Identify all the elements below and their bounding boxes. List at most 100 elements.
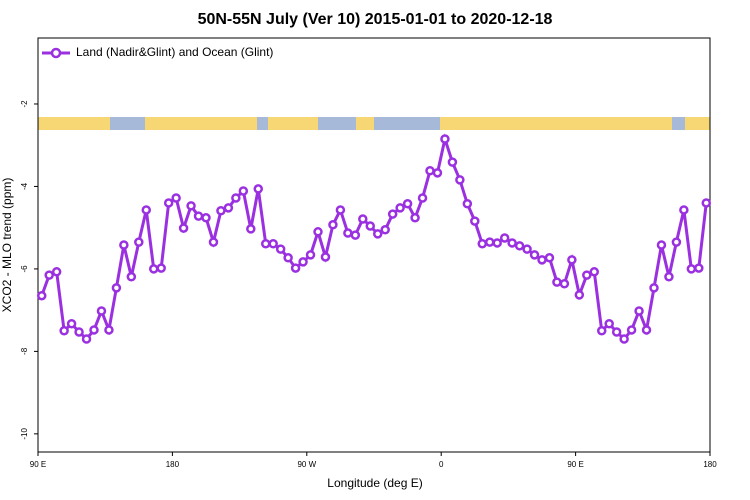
data-point bbox=[104, 325, 114, 335]
y-axis-label: XCO2 - MLO trend (ppm) bbox=[0, 178, 14, 313]
data-point bbox=[372, 229, 383, 239]
data-point bbox=[529, 250, 540, 260]
data-point bbox=[559, 279, 570, 289]
data-point bbox=[455, 175, 465, 185]
data-point bbox=[268, 239, 278, 249]
data-point bbox=[178, 223, 189, 233]
data-point bbox=[380, 224, 390, 235]
data-point bbox=[163, 198, 174, 208]
data-point bbox=[313, 227, 323, 237]
data-point bbox=[462, 199, 473, 209]
data-point bbox=[432, 168, 443, 178]
data-point bbox=[679, 205, 689, 215]
land-strip bbox=[685, 117, 710, 130]
data-point bbox=[514, 241, 525, 251]
data-point bbox=[701, 198, 712, 208]
data-point bbox=[246, 224, 256, 234]
data-point bbox=[686, 264, 697, 274]
data-point bbox=[417, 193, 428, 203]
data-point bbox=[74, 327, 84, 337]
data-point bbox=[119, 240, 129, 250]
data-point bbox=[641, 325, 652, 335]
data-point bbox=[51, 267, 62, 277]
data-point bbox=[298, 257, 308, 267]
x-tick-label: 180 bbox=[703, 460, 717, 469]
x-tick-label: 90 E bbox=[30, 460, 46, 469]
y-tick-label: -6 bbox=[20, 265, 29, 273]
data-point bbox=[141, 205, 152, 215]
data-point bbox=[223, 203, 234, 213]
data-point bbox=[328, 220, 338, 230]
data-point bbox=[656, 240, 667, 250]
data-point bbox=[81, 334, 92, 344]
data-point bbox=[440, 134, 450, 144]
data-point bbox=[231, 193, 241, 203]
data-point bbox=[544, 253, 555, 263]
data-point bbox=[193, 211, 204, 221]
data-point bbox=[402, 199, 413, 209]
y-tick-label: -8 bbox=[20, 347, 29, 355]
chart-title: 50N-55N July (Ver 10) 2015-01-01 to 2020… bbox=[198, 11, 553, 28]
data-point bbox=[499, 233, 510, 243]
data-point bbox=[134, 237, 144, 247]
data-point bbox=[343, 228, 353, 238]
data-point bbox=[208, 237, 219, 247]
land-strip bbox=[145, 117, 257, 130]
data-point bbox=[664, 272, 674, 282]
data-point bbox=[126, 272, 137, 282]
data-point bbox=[253, 184, 264, 194]
data-point bbox=[395, 203, 405, 213]
data-point bbox=[350, 230, 361, 240]
data-point bbox=[589, 267, 600, 277]
legend-label: Land (Nadir&Glint) and Ocean (Glint) bbox=[76, 45, 273, 59]
land-strip bbox=[356, 117, 374, 130]
land-strip bbox=[38, 117, 110, 130]
data-point bbox=[484, 237, 495, 247]
y-tick-label: -10 bbox=[20, 428, 29, 440]
series-line bbox=[40, 133, 708, 342]
x-tick-label: 90 E bbox=[567, 460, 583, 469]
data-point bbox=[275, 244, 286, 254]
data-point bbox=[522, 244, 532, 254]
y-tick-label: -4 bbox=[20, 182, 29, 190]
data-point bbox=[89, 325, 99, 335]
land-strip bbox=[268, 117, 318, 130]
data-point bbox=[36, 290, 47, 301]
data-point bbox=[186, 201, 196, 211]
data-point bbox=[305, 250, 316, 260]
data-point bbox=[634, 306, 644, 316]
data-point bbox=[148, 264, 159, 274]
data-point bbox=[201, 213, 211, 223]
data-point bbox=[171, 193, 181, 203]
data-point bbox=[596, 326, 607, 336]
data-point bbox=[425, 166, 435, 176]
data-point bbox=[552, 277, 562, 287]
data-point bbox=[582, 270, 592, 280]
data-point bbox=[567, 255, 577, 265]
x-tick-label: 90 W bbox=[297, 460, 316, 469]
data-point bbox=[410, 213, 420, 223]
x-axis-label: Longitude (deg E) bbox=[327, 476, 422, 490]
data-point bbox=[290, 263, 301, 273]
data-point bbox=[611, 327, 622, 337]
data-point bbox=[447, 157, 458, 167]
data-point bbox=[358, 214, 368, 224]
data-point bbox=[365, 221, 376, 231]
data-point bbox=[470, 216, 480, 226]
data-point bbox=[671, 237, 682, 247]
data-point bbox=[694, 263, 704, 273]
land-strip bbox=[440, 117, 672, 130]
data-point bbox=[59, 326, 69, 336]
legend-marker bbox=[50, 47, 62, 59]
data-point bbox=[216, 206, 226, 216]
data-point bbox=[492, 238, 502, 248]
x-tick-label: 0 bbox=[439, 460, 444, 469]
data-point bbox=[96, 306, 107, 316]
plot-frame bbox=[37, 37, 711, 453]
data-point bbox=[335, 205, 346, 215]
data-point bbox=[649, 283, 659, 293]
data-point bbox=[387, 209, 398, 219]
y-tick-label: -2 bbox=[20, 100, 29, 108]
